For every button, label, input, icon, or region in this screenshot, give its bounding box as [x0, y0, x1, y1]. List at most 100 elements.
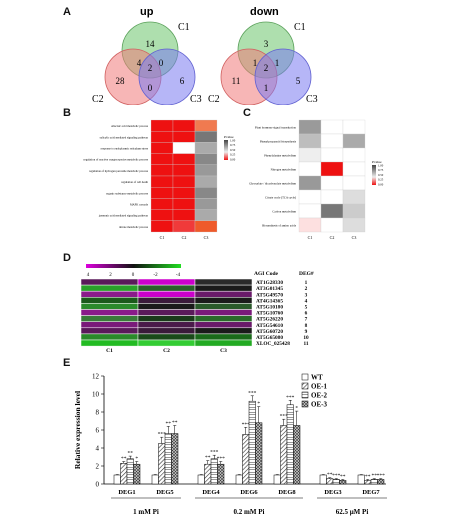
heatmap-d-scale-tick: 4 — [87, 273, 90, 278]
bar — [326, 478, 334, 485]
heatmap-d-cell — [80, 278, 139, 286]
heatmap-d-cell — [194, 315, 253, 322]
heatmap-d-agi-code: AT3G01345 — [256, 286, 283, 292]
bar — [370, 479, 378, 485]
heatmap-d-cell — [137, 339, 196, 347]
legend-entry: WT — [311, 374, 323, 382]
venn-up-label-c2: C2 — [92, 94, 104, 105]
heatmap-d-deg-number: 5 — [305, 305, 308, 311]
y-axis-label: Relative expression level — [73, 391, 82, 469]
heatmap-d-agi-code: AT1G28330 — [256, 280, 283, 286]
significance-stars: ** — [128, 451, 134, 457]
y-tick-label: 2 — [96, 463, 100, 471]
heatmap-b-term-label: MAPK cascade — [130, 203, 149, 207]
venn-down-c2-c3: 1 — [264, 83, 269, 93]
venn-up-label-c1: C1 — [178, 22, 190, 33]
venn-down-label-c1: C1 — [294, 22, 306, 33]
bar — [339, 480, 347, 485]
heatmap-c-cell — [320, 133, 344, 149]
heatmap-b-cell — [194, 142, 218, 154]
legend-b-tick: 0.50 — [230, 148, 236, 152]
venn-down-c1-c2: 1 — [253, 58, 258, 68]
heatmap-b-cell — [194, 187, 218, 199]
significance-stars: *** — [242, 422, 251, 428]
heatmap-b-cell — [194, 209, 218, 221]
heatmap-c: Plant hormone signal transduction Phenylp… — [249, 119, 384, 240]
bar — [120, 463, 128, 485]
legend-swatch — [301, 382, 309, 390]
y-tick-label: 4 — [96, 445, 100, 453]
heatmap-d-agi-code: AT5G26220 — [256, 317, 283, 323]
heatmap-c-cell — [342, 203, 366, 219]
heatmap-d-scale-tick: 0 — [132, 273, 135, 278]
heatmap-b-cell — [172, 142, 196, 154]
venn-down: down C1 C2 C3 3 11 5 1 1 1 2 — [208, 6, 318, 105]
heatmap-d-cell — [80, 333, 139, 341]
heatmap-d-cell — [194, 297, 253, 304]
heatmap-b-term-label: regulation of cell death — [121, 180, 148, 184]
heatmap-c-cell — [320, 161, 344, 177]
bar — [293, 425, 301, 485]
heatmap-d-cell — [194, 339, 253, 347]
heatmap-b-term-label: regulation of reactive oxygen species me… — [83, 158, 148, 162]
heatmap-b: Abscisic acid metabolic process salicylic… — [83, 119, 236, 240]
heatmap-b-cell — [172, 209, 196, 221]
y-tick-label: 12 — [92, 373, 100, 381]
heatmap-c-cell — [320, 217, 344, 233]
bar — [242, 434, 250, 485]
heatmap-d-deg-number: 11 — [303, 341, 308, 347]
x-category-label: DEG1 — [118, 489, 135, 496]
venn-up-c2-c3: 0 — [148, 83, 153, 93]
bar — [248, 400, 256, 485]
heatmap-c-term-label: Glyoxylate / dicarboxylate metabolism — [249, 182, 296, 186]
heatmap-d-cell — [80, 303, 139, 310]
heatmap-d-scale-tick: 2 — [109, 273, 112, 278]
heatmap-d-cell — [194, 309, 253, 316]
heatmap-c-cell — [342, 189, 366, 205]
heatmap-b-cell — [150, 164, 174, 177]
heatmap-d-agi-code: XLOC_025428 — [256, 341, 290, 347]
heatmap-d-cell — [137, 303, 196, 310]
heatmap-b-cell — [194, 153, 218, 165]
heatmap-b-term-label: Abscisic acid metabolic process — [111, 124, 149, 128]
heatmap-b-column-label: C1 — [160, 235, 165, 240]
heatmap-b-cell — [172, 153, 196, 165]
heatmap-d-deg-number: 3 — [305, 292, 308, 298]
heatmap-c-column-label: C1 — [308, 235, 313, 240]
heatmap-b-cell — [172, 220, 196, 233]
heatmap-b-cell — [150, 187, 174, 199]
heatmap-d-agi-code: AT5G10760 — [256, 311, 283, 317]
legend-swatch — [301, 400, 309, 408]
panel-label-c: C — [243, 107, 251, 119]
heatmap-d-cell — [194, 284, 253, 292]
heatmap-d-cell — [137, 321, 196, 329]
y-tick-label: 10 — [92, 391, 100, 399]
heatmap-d-cell — [137, 315, 196, 322]
significance-stars: *** — [286, 395, 295, 401]
heatmap-d-cell — [137, 297, 196, 304]
panel-label-a: A — [63, 6, 71, 18]
heatmap-b-cell — [194, 131, 218, 143]
heatmap-d-cell — [194, 290, 253, 298]
legend-c-tick: 1.00 — [378, 164, 384, 168]
venn-up-c1-only: 14 — [146, 39, 156, 49]
venn-up-c1-c3: 0 — [159, 58, 164, 68]
legend-b-tick: 1.00 — [230, 139, 236, 143]
heatmap-b-cell — [150, 220, 174, 233]
x-category-label: DEG7 — [362, 489, 380, 496]
y-tick-label: 6 — [96, 427, 100, 435]
heatmap-c-cell — [320, 175, 344, 191]
bar — [171, 433, 179, 485]
significance-stars: ** — [172, 420, 178, 426]
heatmap-c-cell — [320, 189, 344, 205]
venn-down-circle-c3 — [254, 48, 312, 105]
heatmap-c-cell — [342, 119, 366, 135]
venn-up-c1-c2: 4 — [137, 58, 142, 68]
heatmap-d-cell — [194, 303, 253, 310]
legend-c-tick: 0.75 — [378, 168, 384, 172]
venn-up-all: 2 — [148, 63, 153, 73]
heatmap-c-cell — [342, 217, 366, 233]
x-category-label: DEG6 — [240, 489, 258, 496]
heatmap-d-deg-number: 4 — [305, 298, 308, 304]
